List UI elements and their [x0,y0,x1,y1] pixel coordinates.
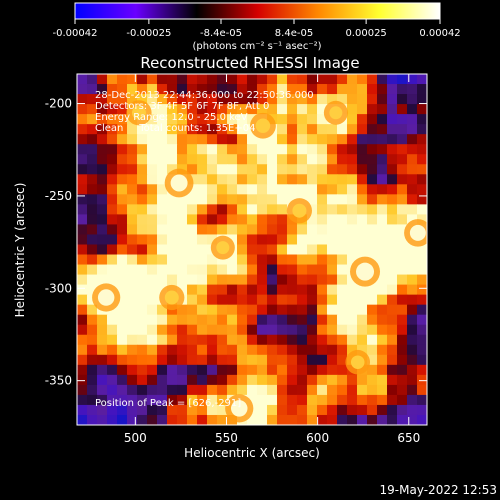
y-tick-label: -250 [45,189,72,203]
y-tick-label: -200 [45,97,72,111]
bright-source-core [409,224,426,241]
colorbar [74,2,441,20]
x-tick-label: 500 [124,431,147,445]
colorbar-unit-label: (photons cm⁻² s⁻¹ asec⁻²) [192,41,321,52]
colorbar-tick-label: -0.00025 [126,28,171,39]
bright-source-core [329,106,343,120]
colorbar-tick-label: -8.4e-05 [200,28,242,39]
x-tick-label: 600 [306,431,329,445]
colorbar-tick-label: 0.00042 [419,28,460,39]
x-tick-label: 550 [215,431,238,445]
y-tick-label: -350 [45,374,72,388]
bright-source-core [292,203,307,218]
bright-source-core [97,289,115,306]
x-axis-label: Heliocentric X (arcsec) [184,446,320,460]
heatmap-image [77,74,427,425]
bright-source-core [350,355,365,369]
colorbar-tick-label: 0.00025 [345,28,386,39]
bright-source-core [230,400,248,417]
plot-frame [76,73,428,426]
peak-position-label: Position of Peak = [626,-291] [95,398,241,409]
colorbar-ticks: -0.00042 -0.00025 -8.4e-05 8.4e-05 0.00025 0.… [53,19,461,39]
annotation-total-counts: Clean Total counts: 1.35E+04 [95,123,255,134]
bright-source-core [131,105,146,120]
chart-title: Reconstructed RHESSI Image [140,54,359,72]
y-tick-label: -300 [45,281,72,295]
y-axis-ticks: -200 -250 -300 -350 [45,97,427,388]
bright-source-core [356,262,375,281]
annotation-detectors: Detectors: 3F 4F 5F 6F 7F 8F, Att 0 [95,101,269,112]
y-axis-label: Heliocentric Y (arcsec) [13,183,27,318]
footer-timestamp: 19-May-2022 12:53 [380,483,497,497]
colorbar-tick-label: -0.00042 [53,28,98,39]
colorbar-tick-label: 8.4e-05 [275,28,313,39]
annotation-time-range: 28-Dec-2013 22:44:36.000 to 22:50:36.000 [95,90,314,101]
bright-source-core [255,118,271,133]
x-axis-ticks: 500 550 600 650 [124,74,420,445]
bright-source-core [216,241,230,255]
bright-source-core [164,290,179,305]
bright-source-core [170,174,188,192]
x-tick-label: 650 [397,431,420,445]
annotation-energy-range: Energy Range: 12.0 - 25.0 keV [95,112,248,123]
